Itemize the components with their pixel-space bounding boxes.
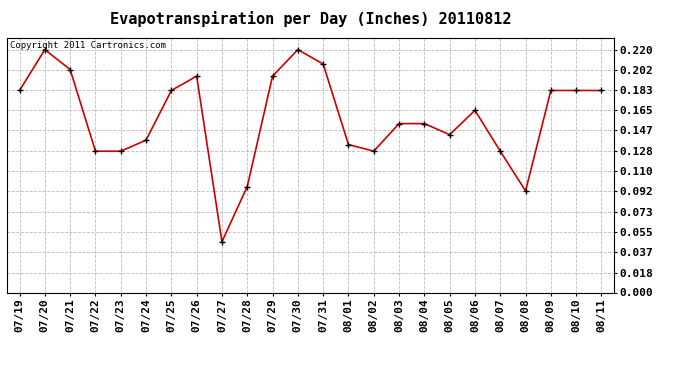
Text: Evapotranspiration per Day (Inches) 20110812: Evapotranspiration per Day (Inches) 2011… (110, 11, 511, 27)
Text: Copyright 2011 Cartronics.com: Copyright 2011 Cartronics.com (10, 41, 166, 50)
